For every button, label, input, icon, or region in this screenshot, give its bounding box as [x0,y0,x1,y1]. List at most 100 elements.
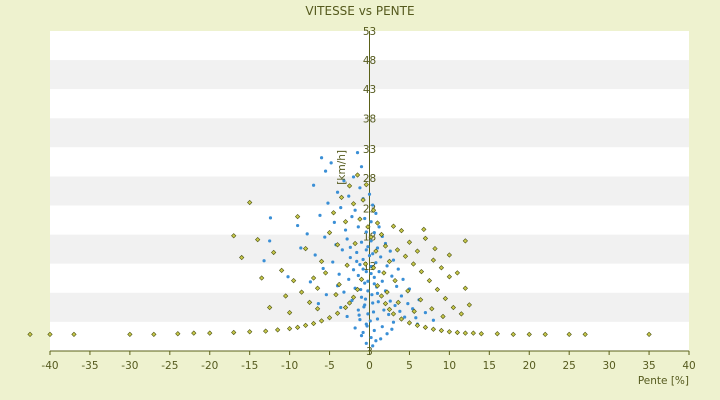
x-tick-label: 30 [602,360,615,372]
data-point [356,273,360,278]
x-tick-label: -25 [161,360,178,372]
data-point [391,320,396,324]
chart-title: VITESSE vs PENTE [305,4,414,18]
data-point [267,304,273,311]
data-point [339,305,343,310]
data-point [388,299,392,303]
data-point [358,276,365,282]
data-point [27,331,33,337]
data-point [342,179,346,183]
data-point [368,319,372,323]
data-point [362,261,369,267]
data-point [338,194,345,201]
data-point [342,290,346,294]
data-point [390,327,394,331]
data-point [366,312,370,316]
data-point [207,330,213,336]
data-point [371,344,375,348]
data-point [366,279,370,283]
y-tick-label: 48 [363,55,376,67]
data-point [316,302,320,306]
data-point [385,264,389,268]
data-point [440,313,446,320]
data-point [175,331,181,337]
data-point [350,215,354,219]
data-point [255,237,261,243]
data-point [432,245,438,252]
data-point [308,280,312,284]
data-point [330,210,337,216]
data-point [357,313,361,317]
data-point [510,331,516,337]
data-point [247,329,253,335]
data-point [350,294,357,300]
data-point [369,271,373,276]
data-point [71,331,77,337]
data-point [454,270,460,276]
data-point [369,239,373,243]
data-point [247,199,253,206]
data-point [348,255,352,260]
data-point [302,245,309,252]
data-point [438,327,445,334]
y-axis-label: [km/h] [336,150,348,185]
data-point [344,262,350,268]
data-point [318,318,325,324]
data-point [363,281,367,285]
data-point [361,257,365,262]
data-point [370,207,377,213]
data-point [398,228,405,234]
data-point [374,261,378,265]
data-point [411,308,417,314]
data-point [302,322,309,329]
data-point [359,334,364,338]
data-point [462,238,468,244]
data-point [470,330,476,336]
data-point [365,324,369,328]
data-point [364,248,368,252]
data-point [458,311,464,317]
data-point [356,225,360,229]
data-point [379,337,383,341]
data-point [374,339,378,343]
data-point [362,305,366,309]
data-point [377,270,381,274]
data-point [372,282,376,286]
data-point [369,335,373,340]
data-point [392,277,398,284]
data-point [339,206,343,210]
data-point [332,220,336,224]
data-point [387,312,391,317]
data-point [324,293,328,297]
data-point [360,197,366,203]
data-point [351,268,356,272]
axes [49,31,690,355]
x-tick-label: -40 [41,360,58,372]
data-point [364,230,368,234]
x-tick-labels: -40 -35 -30 -25 -20 -15 -10 -5 0 5 10 15 20 25 30 35 40 [41,360,695,372]
data-point [336,281,342,288]
data-point [290,277,297,284]
data-point [421,226,427,233]
data-point [371,301,375,305]
data-point [385,332,389,336]
data-point [314,285,321,291]
data-point [263,328,269,334]
data-point [347,277,351,281]
data-point [355,250,359,255]
data-point [314,306,321,312]
data-point [333,292,339,298]
data-point [359,287,363,292]
data-point [382,301,389,307]
y-tick-label: 53 [363,26,376,38]
data-point [331,260,335,264]
data-point [406,320,413,326]
data-point [283,293,289,299]
data-point [446,329,452,335]
data-point [363,297,368,301]
data-point [275,327,281,333]
data-point [359,240,364,244]
data-point [322,270,329,276]
x-axis-label: Pente [%] [638,375,689,387]
data-point [348,245,352,249]
